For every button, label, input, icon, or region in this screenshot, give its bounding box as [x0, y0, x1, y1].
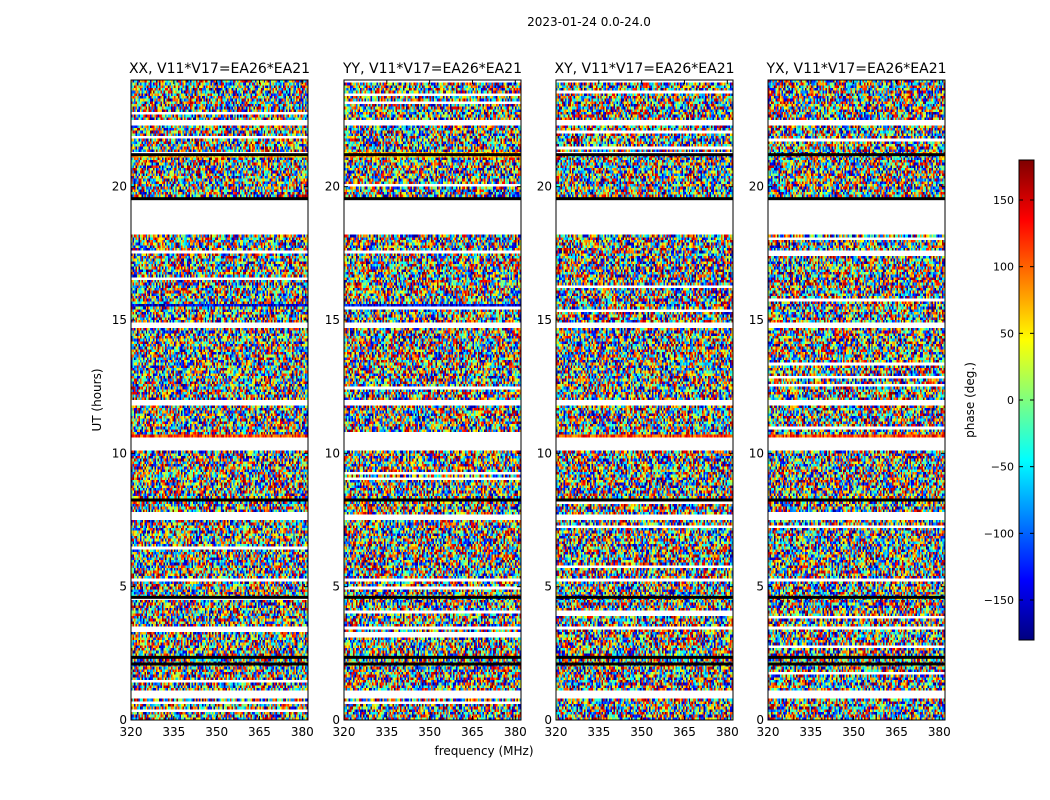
- x-tick-label: 365: [885, 725, 908, 739]
- x-tick-label: 335: [799, 725, 822, 739]
- flag-line: [344, 655, 521, 659]
- x-tick-label: 380: [716, 725, 739, 739]
- heatmap-image: [131, 80, 308, 720]
- colorbar-tick-label: −150: [984, 594, 1014, 607]
- flag-line: [768, 655, 945, 659]
- panel-frame: [130, 79, 309, 721]
- flag-line: [131, 498, 308, 502]
- y-tick-label: 10: [749, 446, 764, 460]
- suptitle: 2023-01-24 0.0-24.0: [527, 15, 651, 29]
- colorbar-tick-label: 0: [1007, 394, 1014, 407]
- colorbar-tick-label: 50: [1000, 327, 1014, 340]
- y-tick-label: 5: [544, 580, 552, 594]
- flag-line: [556, 595, 733, 599]
- x-tick-label: 350: [418, 725, 441, 739]
- y-tick-label: 5: [756, 580, 764, 594]
- flag-line: [344, 153, 521, 157]
- colorbar: 150 100 50 0 −50 −100 −150: [984, 159, 1035, 641]
- flag-line: [768, 197, 945, 201]
- flag-line: [556, 153, 733, 157]
- panel-title: YY, V11*V17=EA26*EA21: [342, 61, 522, 77]
- x-axis-label: frequency (MHz): [434, 744, 533, 758]
- y-tick-label: 20: [749, 180, 764, 194]
- x-tick-label: 365: [248, 725, 271, 739]
- x-tick-label: 320: [120, 725, 143, 739]
- flag-line: [131, 655, 308, 659]
- x-tick-label: 320: [757, 725, 780, 739]
- panel-title: XX, V11*V17=EA26*EA21: [129, 61, 310, 77]
- y-tick-label: 15: [112, 313, 127, 327]
- y-tick-label: 5: [119, 580, 127, 594]
- y-tick-label: 10: [325, 446, 340, 460]
- heatmap-image: [556, 80, 733, 720]
- flag-line: [131, 595, 308, 599]
- panel-frame: [767, 79, 946, 721]
- panel-xy: XY, V11*V17=EA26*EA21 320 335 350 365 380 0 5 10…: [537, 61, 739, 739]
- x-tick-label: 350: [842, 725, 865, 739]
- flag-line: [344, 595, 521, 599]
- x-tick-label: 350: [630, 725, 653, 739]
- y-tick-label: 0: [756, 713, 764, 727]
- flag-line: [131, 153, 308, 157]
- y-tick-label: 5: [332, 580, 340, 594]
- flag-line: [131, 662, 308, 666]
- y-tick-label: 0: [332, 713, 340, 727]
- y-tick-label: 15: [749, 313, 764, 327]
- flag-line: [556, 498, 733, 502]
- x-tick-label: 335: [587, 725, 610, 739]
- y-tick-label: 20: [325, 180, 340, 194]
- y-tick-label: 20: [112, 180, 127, 194]
- y-tick-label: 15: [537, 313, 552, 327]
- flag-line: [131, 197, 308, 201]
- panel-title: XY, V11*V17=EA26*EA21: [554, 61, 734, 77]
- y-tick-label: 10: [112, 446, 127, 460]
- x-tick-label: 320: [333, 725, 356, 739]
- panel-frame: [555, 79, 734, 721]
- x-tick-label: 335: [375, 725, 398, 739]
- heatmap-image: [344, 80, 521, 720]
- x-tick-label: 320: [545, 725, 568, 739]
- panel-yy: YY, V11*V17=EA26*EA21 320 335 350 365 380 0 5 10…: [325, 61, 527, 739]
- colorbar-tick-label: 100: [993, 261, 1014, 274]
- colorbar-tick-label: −50: [991, 461, 1014, 474]
- flag-line: [768, 153, 945, 157]
- y-tick-label: 0: [544, 713, 552, 727]
- x-tick-label: 380: [291, 725, 314, 739]
- heatmap-image: [768, 80, 945, 720]
- x-tick-label: 380: [928, 725, 951, 739]
- panel-yx: YX, V11*V17=EA26*EA21 320 335 350 365 380 0 5 10…: [749, 61, 951, 739]
- x-tick-label: 335: [162, 725, 185, 739]
- y-tick-label: 0: [119, 713, 127, 727]
- x-tick-label: 380: [504, 725, 527, 739]
- y-tick-label: 10: [537, 446, 552, 460]
- colorbar-gradient: [1019, 160, 1034, 640]
- y-tick-label: 20: [537, 180, 552, 194]
- y-tick-label: 15: [325, 313, 340, 327]
- flag-line: [556, 662, 733, 666]
- x-tick-label: 365: [673, 725, 696, 739]
- panel-frame: [343, 79, 522, 721]
- flag-line: [768, 662, 945, 666]
- colorbar-tick-label: −100: [984, 527, 1014, 540]
- flag-line: [344, 498, 521, 502]
- y-axis-label: UT (hours): [90, 368, 104, 431]
- colorbar-label: phase (deg.): [963, 362, 977, 438]
- x-tick-label: 350: [205, 725, 228, 739]
- colorbar-tick-label: 150: [993, 194, 1014, 207]
- flag-line: [768, 498, 945, 502]
- panels: XX, V11*V17=EA26*EA21 320 335 350 365 380 0 5 10…: [112, 61, 951, 739]
- panel-xx: XX, V11*V17=EA26*EA21 320 335 350 365 380 0 5 10…: [112, 61, 314, 739]
- flag-line: [344, 197, 521, 201]
- flag-line: [344, 662, 521, 666]
- flag-line: [556, 197, 733, 201]
- panel-title: YX, V11*V17=EA26*EA21: [765, 61, 946, 77]
- flag-line: [556, 655, 733, 659]
- flag-line: [768, 595, 945, 599]
- x-tick-label: 365: [461, 725, 484, 739]
